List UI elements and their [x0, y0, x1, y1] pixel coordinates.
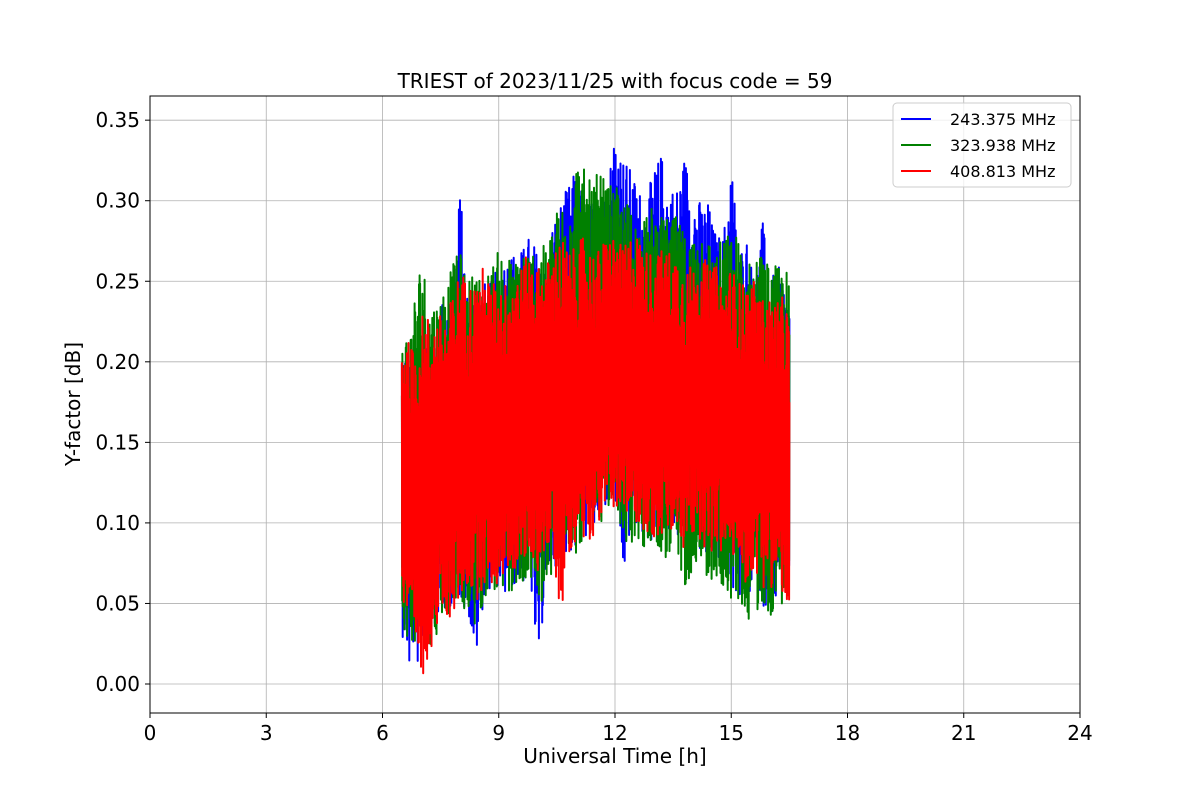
legend: 243.375 MHz 323.938 MHz 408.813 MHz	[892, 102, 1072, 188]
x-tick-label-4: 12	[602, 721, 627, 745]
y-tick-label-5: 0.25	[95, 269, 140, 293]
x-tick-label-7: 21	[951, 721, 976, 745]
x-tick-label-5: 15	[719, 721, 744, 745]
y-tick-label-1: 0.05	[95, 591, 140, 615]
y-tick-label-3: 0.15	[95, 430, 140, 454]
x-tick-label-1: 3	[260, 721, 273, 745]
x-tick-label-3: 9	[492, 721, 505, 745]
legend-label-408: 408.813 MHz	[950, 162, 1055, 181]
y-tick-label-4: 0.20	[95, 350, 140, 374]
x-axis-label: Universal Time [h]	[523, 744, 706, 768]
y-tick-label-2: 0.10	[95, 511, 140, 535]
legend-label-323: 323.938 MHz	[950, 136, 1055, 155]
y-tick-label-6: 0.30	[95, 189, 140, 213]
plot-data	[400, 147, 791, 675]
y-tick-label-7: 0.35	[95, 108, 140, 132]
y-tick-label-0: 0.00	[95, 672, 140, 696]
ticks: 0 3 6 9 12 15 18 21 24 0.00 0.05 0.10 0.15 0.20 0.25 0.…	[95, 108, 1092, 745]
x-tick-label-8: 24	[1067, 721, 1092, 745]
legend-box	[892, 102, 1072, 188]
x-tick-label-0: 0	[144, 721, 157, 745]
y-axis-label: Y-factor [dB]	[61, 342, 85, 467]
legend-label-243: 243.375 MHz	[950, 110, 1055, 129]
series-line-2	[400, 237, 791, 675]
x-tick-label-2: 6	[376, 721, 389, 745]
chart-title: TRIEST of 2023/11/25 with focus code = 5…	[397, 69, 833, 93]
x-tick-label-6: 18	[835, 721, 860, 745]
